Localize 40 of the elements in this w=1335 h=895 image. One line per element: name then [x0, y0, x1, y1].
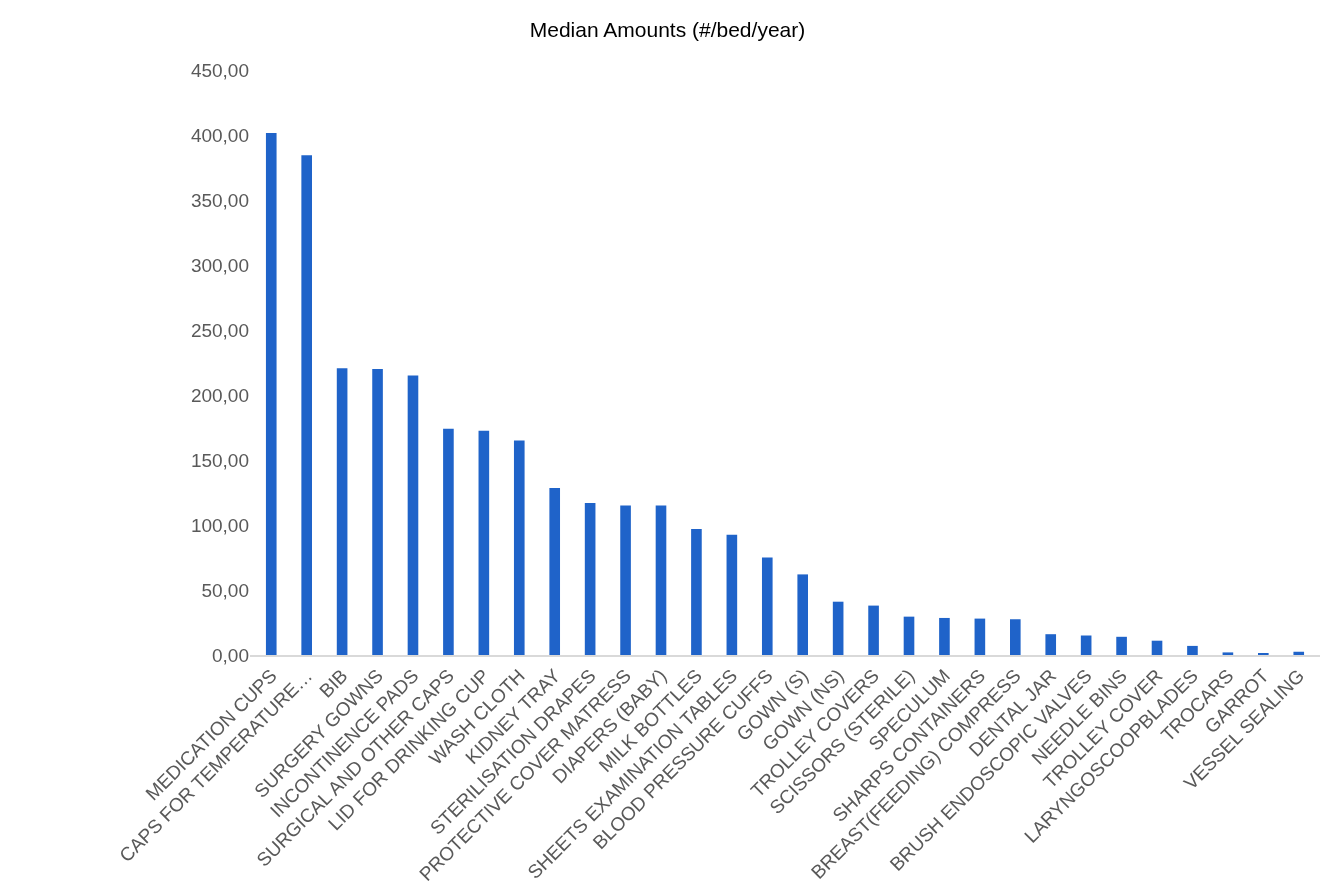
bar [1009, 619, 1021, 655]
y-tick-label: 0,00 [212, 644, 249, 666]
bar [691, 528, 702, 655]
y-tick-label: 150,00 [190, 449, 249, 471]
bar [974, 618, 986, 655]
y-tick-label: 250,00 [190, 319, 249, 341]
chart-title: Median Amounts (#/bed/year) [529, 18, 806, 42]
bar [939, 617, 950, 655]
y-tick-label: 200,00 [190, 384, 249, 406]
bar [1080, 635, 1092, 655]
bar [868, 605, 879, 655]
y-tick-label: 350,00 [190, 189, 249, 211]
bar [1222, 652, 1234, 655]
bar [1293, 651, 1305, 655]
bar [761, 557, 773, 655]
bar [372, 369, 383, 655]
y-tick-label: 50,00 [201, 579, 249, 601]
bar [655, 505, 667, 655]
bar [407, 375, 419, 655]
bar [301, 155, 312, 655]
bar [832, 601, 844, 655]
bar [478, 430, 490, 655]
bar [513, 440, 525, 655]
bar [549, 487, 561, 655]
bar [903, 616, 915, 655]
y-tick-label: 100,00 [190, 514, 249, 536]
y-tick-label: 450,00 [190, 59, 249, 81]
bar [620, 505, 631, 655]
bar [726, 534, 738, 655]
bar [1151, 640, 1163, 655]
bar [584, 502, 596, 655]
bar [336, 368, 348, 655]
bar [1116, 636, 1127, 655]
bar [265, 133, 277, 655]
bar [1045, 634, 1057, 655]
bar [1187, 645, 1198, 655]
bar [443, 428, 454, 655]
y-tick-label: 400,00 [190, 124, 249, 146]
y-tick-label: 300,00 [190, 254, 249, 276]
bar [797, 574, 809, 655]
